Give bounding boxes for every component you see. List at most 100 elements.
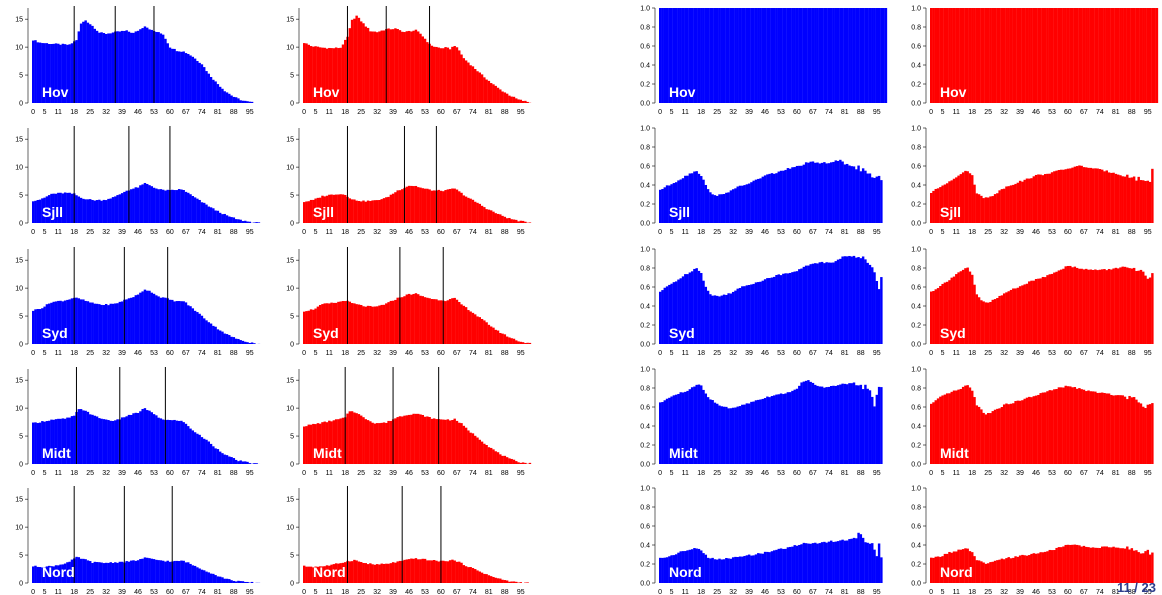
bar	[414, 29, 418, 103]
bar	[312, 309, 315, 344]
bar	[930, 8, 933, 103]
bar	[234, 581, 238, 583]
bar	[1112, 268, 1115, 344]
bar	[111, 32, 115, 103]
bar	[332, 48, 336, 103]
bar	[950, 552, 953, 583]
bar	[515, 98, 518, 103]
bar	[86, 560, 90, 583]
bar	[366, 305, 370, 344]
y-tick-label: 0.0	[640, 462, 650, 469]
bar	[1107, 172, 1111, 223]
bar	[961, 172, 965, 223]
bar	[371, 200, 374, 223]
bar	[843, 256, 847, 344]
bar	[84, 559, 87, 583]
bar	[159, 297, 163, 344]
bar	[852, 166, 856, 223]
bar	[246, 581, 249, 583]
x-tick-label: 88	[501, 109, 509, 116]
x-tick-label: 95	[517, 229, 525, 236]
bar	[868, 543, 872, 583]
bar	[704, 184, 708, 223]
bar	[934, 188, 937, 223]
x-tick-label: 67	[182, 589, 190, 595]
bar	[430, 190, 434, 223]
bar	[471, 199, 475, 223]
bar	[127, 561, 131, 583]
bar	[1123, 8, 1127, 103]
bar	[519, 582, 523, 583]
bar	[1091, 269, 1095, 344]
bar	[1071, 167, 1074, 223]
bar	[864, 542, 867, 583]
bar	[95, 303, 99, 344]
x-tick-label: 5	[314, 589, 318, 595]
bar	[41, 198, 44, 223]
bar	[1128, 395, 1131, 464]
bar	[681, 8, 685, 103]
bar	[1116, 395, 1120, 464]
bar	[380, 30, 383, 103]
x-tick-label: 60	[1064, 470, 1072, 477]
bar	[777, 171, 780, 223]
bar	[1050, 8, 1054, 103]
bar	[157, 417, 160, 464]
x-tick-label: 74	[1096, 350, 1104, 357]
bar	[148, 558, 151, 583]
bar	[337, 194, 340, 223]
bar	[688, 8, 692, 103]
y-tick-label: 5	[19, 434, 23, 441]
bar	[836, 259, 840, 344]
bar	[143, 408, 147, 464]
bar	[528, 342, 532, 344]
y-tick-label: 0.8	[640, 25, 650, 32]
bar	[1000, 558, 1004, 583]
bar	[100, 32, 103, 103]
x-tick-label: 88	[857, 109, 865, 116]
bar	[501, 333, 504, 344]
bar	[688, 173, 692, 223]
y-tick-label: 0.4	[640, 183, 650, 190]
bar	[521, 100, 525, 103]
bar	[727, 408, 730, 464]
bar	[1137, 402, 1140, 464]
bar	[1046, 551, 1049, 583]
bar	[950, 180, 953, 223]
bar	[407, 30, 411, 104]
bar	[945, 281, 949, 344]
bar	[716, 295, 719, 344]
bar	[77, 196, 81, 223]
bar	[700, 273, 703, 344]
bar	[36, 309, 39, 344]
bar	[1028, 281, 1031, 344]
bar	[250, 101, 254, 103]
bar	[798, 165, 801, 223]
x-tick-label: 88	[1128, 589, 1136, 595]
bar	[875, 394, 879, 464]
bar	[663, 187, 666, 223]
bar	[761, 8, 765, 103]
bar	[134, 295, 138, 344]
bar	[521, 342, 525, 344]
bar	[432, 299, 436, 344]
bar	[1023, 179, 1026, 223]
bar	[485, 79, 488, 103]
bar	[396, 297, 399, 344]
bar	[725, 294, 728, 344]
bar	[830, 540, 833, 583]
bar	[212, 573, 215, 583]
x-tick-label: 25	[86, 470, 94, 477]
bar	[1023, 284, 1026, 344]
x-tick-label: 0	[31, 350, 35, 357]
x-tick-label: 25	[713, 470, 721, 477]
bar	[52, 566, 55, 583]
bar	[369, 305, 372, 344]
bar	[494, 329, 497, 344]
bar	[38, 199, 42, 223]
bar	[663, 287, 666, 344]
bar	[437, 47, 440, 103]
bar	[977, 560, 981, 583]
bar	[866, 542, 869, 583]
bar	[952, 276, 956, 344]
